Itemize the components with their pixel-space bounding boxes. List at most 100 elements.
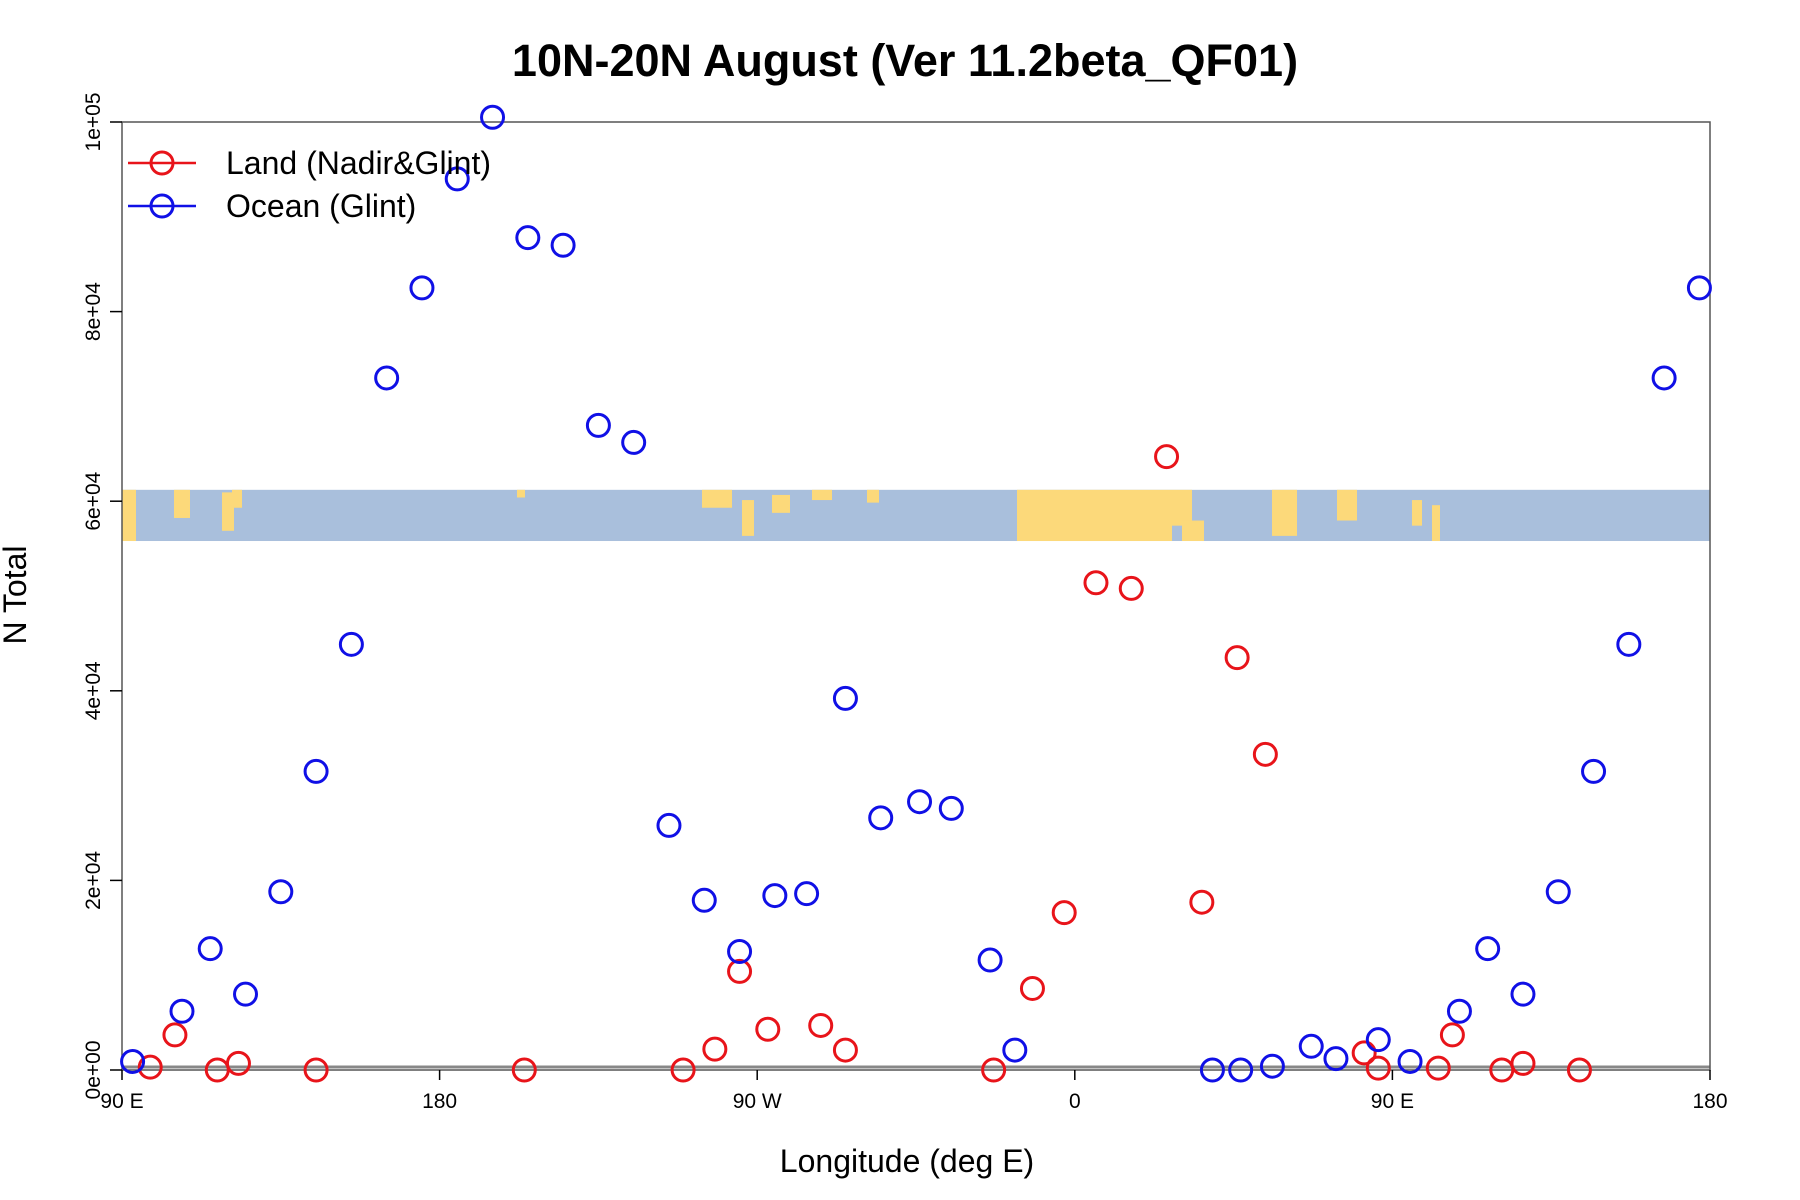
land-patch	[1337, 489, 1357, 521]
legend: Land (Nadir&Glint) Ocean (Glint)	[128, 145, 491, 224]
data-point-land	[1439, 1022, 1465, 1048]
legend-item-land: Land (Nadir&Glint)	[128, 145, 491, 181]
land-patch	[517, 489, 525, 498]
data-point-land	[1051, 900, 1077, 926]
land-patch	[867, 489, 879, 503]
data-point-ocean	[794, 881, 820, 907]
data-point-land	[755, 1016, 781, 1042]
data-point-land	[1351, 1040, 1377, 1066]
map-ocean-band	[122, 489, 1710, 542]
data-point-land	[1510, 1050, 1536, 1076]
data-point-ocean	[1581, 758, 1607, 784]
series-ocean	[120, 104, 1712, 1083]
data-point-ocean	[977, 947, 1003, 973]
data-point-ocean	[691, 887, 717, 913]
data-point-ocean	[409, 275, 435, 301]
land-patch	[222, 492, 234, 531]
land-patch	[1017, 489, 1172, 542]
data-point-ocean	[585, 412, 611, 438]
y-tick-label: 4e+04	[82, 661, 105, 720]
data-point-ocean	[233, 981, 259, 1007]
data-point-ocean	[1651, 365, 1677, 391]
data-point-land	[1189, 889, 1215, 915]
land-patch	[702, 489, 732, 508]
data-point-ocean	[268, 879, 294, 905]
x-tick-label: 90 E	[100, 1090, 143, 1113]
data-point-ocean	[480, 104, 506, 130]
data-point-land	[511, 1057, 537, 1083]
data-point-land	[162, 1022, 188, 1048]
legend-marker-land	[149, 150, 175, 176]
data-point-land	[1118, 575, 1144, 601]
data-point-land	[1252, 741, 1278, 767]
y-tick-label: 2e+04	[82, 851, 105, 910]
land-patch	[812, 489, 832, 501]
x-tick-label: 0	[1069, 1090, 1081, 1113]
data-point-ocean	[1686, 275, 1712, 301]
y-axis-title: N Total	[0, 545, 33, 644]
y-tick-label: 6e+04	[82, 471, 105, 530]
data-point-ocean	[832, 685, 858, 711]
data-point-ocean	[374, 365, 400, 391]
land-patch	[122, 489, 136, 542]
land-patch	[1412, 500, 1422, 526]
x-tick-label: 180	[422, 1090, 457, 1113]
data-point-land	[1365, 1055, 1391, 1081]
data-point-ocean	[197, 936, 223, 962]
data-point-ocean	[169, 998, 195, 1024]
data-point-ocean	[1616, 631, 1642, 657]
data-point-ocean	[338, 631, 364, 657]
chart-title: 10N-20N August (Ver 11.2beta_QF01)	[512, 35, 1298, 86]
data-point-ocean	[515, 225, 541, 251]
data-point-ocean	[1397, 1048, 1423, 1074]
data-point-land	[303, 1057, 329, 1083]
world-map-strip	[122, 489, 1710, 542]
data-point-land	[1425, 1055, 1451, 1081]
plot-frame	[121, 121, 1711, 1071]
data-point-ocean	[1002, 1037, 1028, 1063]
land-patch	[1182, 520, 1204, 542]
data-point-land	[1566, 1057, 1592, 1083]
data-point-ocean	[621, 429, 647, 455]
data-point-ocean	[1545, 879, 1571, 905]
map-land-masses	[122, 489, 1440, 542]
data-point-ocean	[1510, 981, 1536, 1007]
land-patch	[1172, 489, 1192, 526]
legend-label-ocean: Ocean (Glint)	[226, 188, 416, 224]
x-tick-label: 180	[1692, 1090, 1727, 1113]
x-axis-title: Longitude (deg E)	[780, 1143, 1034, 1179]
data-point-ocean	[1228, 1057, 1254, 1083]
data-point-ocean	[550, 232, 576, 258]
data-point-ocean	[727, 939, 753, 964]
data-point-ocean	[120, 1048, 146, 1074]
data-point-land	[670, 1057, 696, 1083]
land-patch	[742, 500, 754, 536]
data-point-ocean	[938, 795, 964, 821]
data-point-land	[1154, 444, 1180, 470]
land-patch	[232, 489, 242, 508]
data-point-ocean	[303, 758, 329, 784]
data-point-land	[1019, 975, 1045, 1001]
data-point-ocean	[1259, 1053, 1285, 1079]
x-tick-label: 90 E	[1371, 1090, 1414, 1113]
data-point-land	[1224, 645, 1250, 671]
series-land	[137, 444, 1592, 1083]
y-tick-label: 0e+00	[82, 1041, 105, 1100]
data-point-land	[1083, 570, 1109, 596]
data-point-ocean	[907, 789, 933, 815]
data-point-land	[832, 1037, 858, 1063]
y-tick-label: 1e+05	[82, 93, 105, 152]
data-point-ocean	[1298, 1033, 1324, 1059]
data-point-land	[808, 1012, 834, 1038]
x-axis: 90 E 180 90 W 0 90 E 180	[100, 1070, 1728, 1113]
data-point-land	[225, 1050, 251, 1076]
data-point-ocean	[1446, 998, 1472, 1024]
land-patch	[1432, 505, 1440, 542]
data-point-ocean	[1365, 1027, 1391, 1053]
data-point-land	[137, 1054, 163, 1080]
land-patch	[1272, 489, 1297, 536]
legend-label-land: Land (Nadir&Glint)	[226, 145, 491, 181]
data-point-ocean	[1199, 1057, 1225, 1083]
data-point-ocean	[656, 812, 682, 838]
